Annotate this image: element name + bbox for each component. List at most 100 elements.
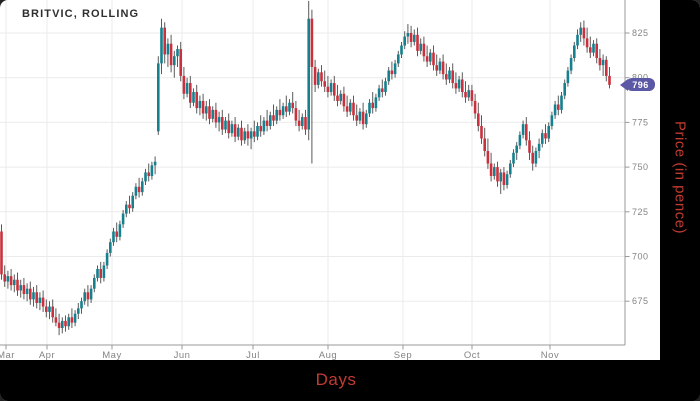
candle-body xyxy=(461,79,464,93)
y-tick-label: 800 xyxy=(632,73,649,83)
candle-body xyxy=(253,131,256,137)
last-price-value: 796 xyxy=(626,78,655,92)
candle-body xyxy=(249,131,253,139)
candle-body xyxy=(608,75,611,85)
candle-body xyxy=(467,90,470,98)
candle-body xyxy=(493,167,496,177)
candle-body xyxy=(413,34,416,42)
candle-body xyxy=(573,45,576,59)
candle-body xyxy=(83,292,86,302)
candle-body xyxy=(294,108,298,121)
candle-body xyxy=(595,43,598,59)
candle-body xyxy=(93,277,96,289)
candle-body xyxy=(445,74,448,80)
candle-body xyxy=(57,322,61,329)
candle-body xyxy=(205,106,208,114)
candle-body xyxy=(486,151,490,164)
candle-body xyxy=(435,65,438,71)
candle-body xyxy=(480,125,483,139)
x-axis-title: Days xyxy=(315,370,357,389)
candle-body xyxy=(265,120,269,126)
candle-body xyxy=(0,231,3,275)
candle-body xyxy=(121,213,125,225)
candlestick-plot[interactable]: 675 700 725 750 775 800 825 Mar Apr May Jun Jul Aug S… xyxy=(0,0,660,360)
candle-body xyxy=(371,102,374,109)
candle-body xyxy=(25,288,29,295)
candle-body xyxy=(313,66,317,85)
candle-body xyxy=(317,72,320,85)
candle-body xyxy=(345,106,349,112)
candle-body xyxy=(377,88,381,98)
candle-body xyxy=(269,115,272,126)
candle-body xyxy=(521,124,525,135)
x-tick-label: May xyxy=(102,350,121,360)
candle-body xyxy=(301,117,304,126)
y-axis-title: Price (in pence) xyxy=(671,120,689,235)
candle-body xyxy=(470,90,474,101)
candle-body xyxy=(29,288,32,300)
candle-body xyxy=(582,27,586,39)
candle-body xyxy=(598,58,602,66)
candle-body xyxy=(99,269,102,278)
candle-body xyxy=(96,269,99,278)
candle-body xyxy=(605,59,608,76)
candle-body xyxy=(109,242,112,253)
candle-body xyxy=(131,195,134,209)
candle-body xyxy=(221,117,224,130)
candle-body xyxy=(217,117,221,123)
candle-body xyxy=(160,27,163,64)
candle-body xyxy=(272,115,275,121)
candle-body xyxy=(473,100,477,114)
candle-body xyxy=(134,186,138,196)
candle-body xyxy=(67,317,70,327)
y-tick-label: 825 xyxy=(632,28,649,38)
candle-body xyxy=(297,120,301,126)
candle-body xyxy=(541,133,544,144)
candle-body xyxy=(457,79,461,89)
candle-body xyxy=(477,113,480,126)
candle-body xyxy=(569,58,573,71)
x-tick-label: Oct xyxy=(464,350,480,360)
candle-body xyxy=(515,145,518,153)
candle-body xyxy=(35,292,38,303)
candle-body xyxy=(429,52,432,62)
candle-body xyxy=(32,292,35,300)
candle-body xyxy=(464,92,467,98)
candle-body xyxy=(531,152,534,164)
candle-body xyxy=(448,70,451,80)
candle-body xyxy=(144,172,147,182)
candle-body xyxy=(227,120,230,134)
candle-body xyxy=(102,265,106,278)
candle-body xyxy=(38,297,42,303)
candle-body xyxy=(502,172,506,185)
candle-body xyxy=(483,138,486,152)
candle-body xyxy=(112,231,115,243)
candle-body xyxy=(576,34,579,46)
candle-body xyxy=(278,109,282,116)
candle-body xyxy=(198,100,202,109)
candle-body xyxy=(601,59,605,66)
bottom-axis-panel: Days xyxy=(0,360,700,401)
candle-body xyxy=(214,109,218,123)
candle-body xyxy=(185,83,189,94)
y-tick-label: 700 xyxy=(632,252,649,262)
candle-body xyxy=(86,292,90,300)
candle-body xyxy=(489,163,493,177)
candle-body xyxy=(326,86,330,93)
candle-body xyxy=(352,102,355,116)
candle-body xyxy=(537,143,541,152)
candle-body xyxy=(201,100,205,114)
candle-body xyxy=(291,102,294,109)
candle-body xyxy=(169,43,173,66)
candle-body xyxy=(211,109,214,119)
candle-body xyxy=(128,204,131,209)
candle-body xyxy=(125,204,128,214)
candle-body xyxy=(409,33,413,42)
candle-body xyxy=(153,161,157,166)
candle-body xyxy=(525,124,528,141)
candle-body xyxy=(189,83,192,103)
candle-body xyxy=(544,133,547,139)
candle-body xyxy=(400,45,403,55)
candle-body xyxy=(349,102,352,112)
candle-body xyxy=(384,81,387,93)
